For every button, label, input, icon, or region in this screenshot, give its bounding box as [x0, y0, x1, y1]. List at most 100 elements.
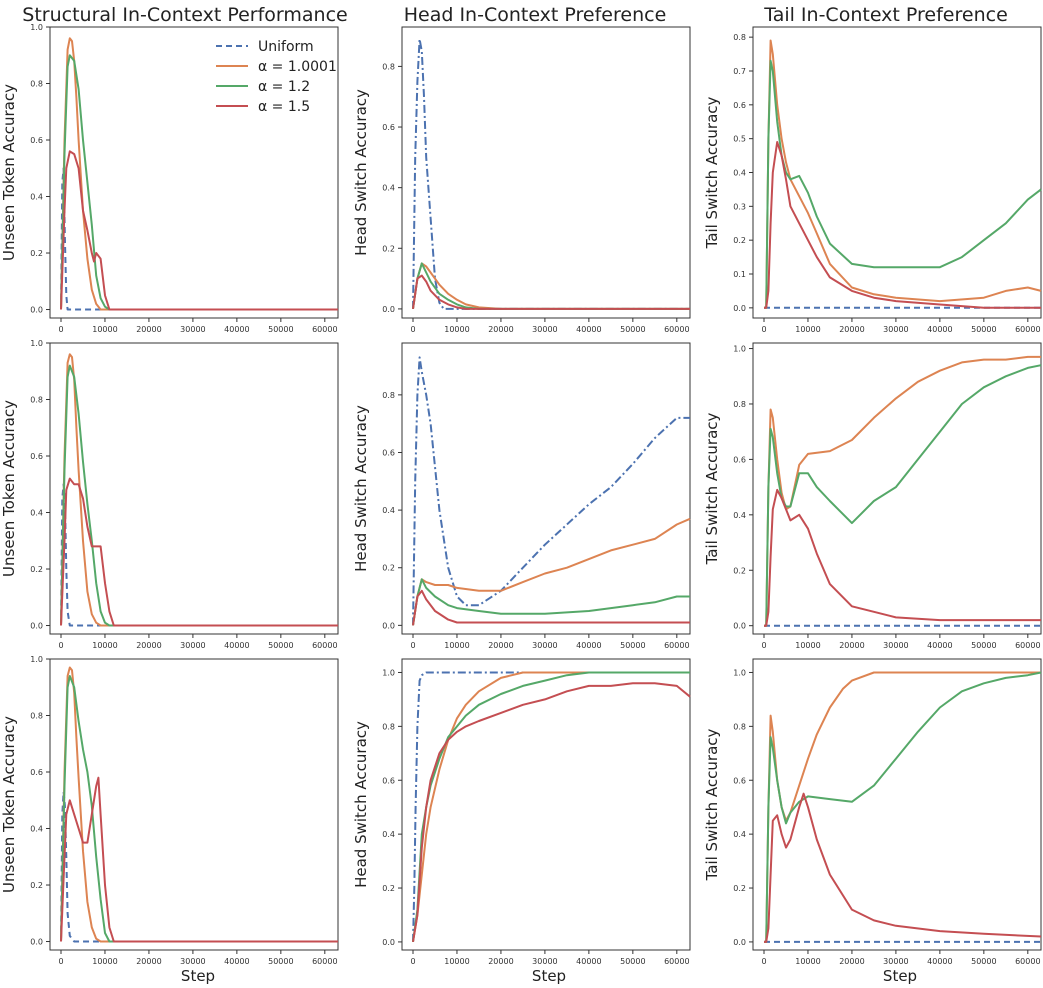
x-tick-label: 20000 [839, 957, 864, 966]
series-line-uniform [412, 38, 690, 310]
y-tick-label: 0.0 [30, 622, 43, 631]
column-title-structural: Structural In-Context Performance [22, 4, 347, 26]
series-line-1-5 [412, 682, 691, 943]
y-tick-label: 0.7 [733, 67, 746, 76]
series-line-1-5 [60, 776, 338, 943]
series-line-1-5 [60, 477, 338, 627]
y-tick-label: 0.0 [382, 621, 395, 630]
x-tick-label: 60000 [1015, 641, 1040, 650]
series-line-uniform [60, 167, 338, 311]
series-line-1-0001 [60, 353, 338, 627]
y-tick-label: 0.4 [382, 184, 395, 193]
series-line-uniform [412, 671, 690, 942]
x-tick-label: 40000 [927, 325, 952, 334]
y-tick-label: 0.6 [30, 136, 43, 145]
x-tick-label: 20000 [136, 325, 161, 334]
x-tick-label: 40000 [224, 957, 249, 966]
y-tick-label: 0.4 [733, 511, 746, 520]
series-line-1-2 [764, 59, 1042, 309]
series-line-1-2 [60, 364, 338, 627]
x-tick-label: 30000 [883, 641, 908, 650]
x-tick-label: 0 [761, 325, 766, 334]
subplot-r2-c2: 0.0 0.2 0.4 0.6 0.8 1.0 0 10000 20000 30000 40000 5… [703, 658, 1042, 966]
x-axis-label-left: Step [181, 967, 215, 985]
y-tick-label: 0.8 [30, 80, 43, 89]
y-tick-label: 0.0 [733, 622, 746, 631]
y-tick-label: 0.8 [30, 712, 43, 721]
x-tick-label: 60000 [312, 325, 337, 334]
legend-label-alpha-1-5: α = 1.5 [258, 99, 310, 115]
y-tick-label: 1.0 [733, 668, 746, 677]
x-tick-label: 50000 [620, 325, 645, 334]
x-tick-label: 40000 [224, 641, 249, 650]
y-tick-label: 0.8 [382, 391, 395, 400]
x-tick-label: 10000 [92, 641, 117, 650]
x-tick-label: 50000 [268, 957, 293, 966]
y-tick-label: 0.2 [382, 884, 395, 893]
series-line-uniform [60, 790, 338, 943]
series-line-1-0001 [764, 39, 1042, 309]
series-line-1-5 [764, 141, 1041, 309]
y-axis-label: Unseen Token Accuracy [0, 400, 18, 577]
series-line-1-2 [412, 671, 690, 943]
x-tick-label: 20000 [136, 957, 161, 966]
x-tick-label: 50000 [971, 957, 996, 966]
axes-frame [752, 658, 1042, 951]
y-axis-label: Unseen Token Accuracy [0, 716, 18, 893]
series-line-1-5 [764, 488, 1041, 627]
x-tick-label: 50000 [971, 641, 996, 650]
x-tick-label: 30000 [180, 325, 205, 334]
x-tick-label: 60000 [664, 641, 689, 650]
x-tick-label: 10000 [795, 641, 820, 650]
y-tick-label: 0.0 [382, 938, 395, 947]
x-tick-label: 0 [58, 325, 63, 334]
y-tick-label: 0.1 [733, 270, 746, 279]
legend-label-alpha-1-2: α = 1.2 [258, 79, 310, 95]
x-tick-label: 0 [58, 641, 63, 650]
subplot-r2-c0: 0.0 0.2 0.4 0.6 0.8 1.0 0 10000 20000 30000 40000 5… [0, 655, 339, 966]
y-axis-label: Tail Switch Accuracy [703, 412, 721, 565]
x-tick-label: 0 [410, 957, 415, 966]
y-tick-label: 0.4 [382, 830, 395, 839]
y-tick-label: 0.4 [30, 193, 43, 202]
legend-label-alpha-1-0001: α = 1.0001 [258, 59, 337, 75]
y-tick-label: 0.8 [30, 396, 43, 405]
subplot-r1-c1: 0.0 0.2 0.4 0.6 0.8 0 10000 20000 30000 40000 5000… [352, 342, 691, 650]
x-tick-label: 60000 [664, 957, 689, 966]
y-tick-label: 0.6 [382, 448, 395, 457]
subplot-grid: 0.0 0.2 0.4 0.6 0.8 1.0 0 10000 20000 30000 40000 5… [0, 23, 1042, 966]
y-tick-label: 1.0 [382, 668, 395, 677]
series-line-1-2 [764, 671, 1042, 943]
series-line-1-5 [412, 589, 690, 626]
x-tick-label: 10000 [444, 957, 469, 966]
y-tick-label: 0.0 [733, 938, 746, 947]
x-tick-label: 30000 [180, 957, 205, 966]
y-tick-label: 1.0 [30, 655, 43, 664]
axes-frame [752, 26, 1042, 319]
x-tick-label: 40000 [576, 957, 601, 966]
y-axis-label: Unseen Token Accuracy [0, 84, 18, 261]
x-tick-label: 20000 [136, 641, 161, 650]
x-tick-label: 60000 [664, 325, 689, 334]
y-tick-label: 0.6 [733, 101, 746, 110]
subplot-r2-c1: 0.0 0.2 0.4 0.6 0.8 1.0 0 10000 20000 30000 40000 5… [352, 658, 691, 966]
x-tick-label: 40000 [927, 641, 952, 650]
y-tick-label: 0.2 [30, 249, 43, 258]
x-tick-label: 0 [58, 957, 63, 966]
subplot-r0-c0: 0.0 0.2 0.4 0.6 0.8 1.0 0 10000 20000 30000 40000 5… [0, 23, 339, 334]
x-tick-label: 0 [410, 641, 415, 650]
series-line-1-5 [764, 792, 1042, 943]
y-tick-label: 0.8 [733, 400, 746, 409]
x-axis-label-middle: Step [532, 967, 566, 985]
series-line-1-2 [60, 675, 338, 943]
y-tick-label: 0.3 [733, 202, 746, 211]
y-axis-label: Head Switch Accuracy [352, 405, 370, 572]
x-tick-label: 30000 [180, 641, 205, 650]
legend: Uniform α = 1.0001 α = 1.2 α = 1.5 [216, 39, 337, 115]
series-line-uniform [412, 356, 690, 626]
y-tick-label: 0.4 [30, 825, 43, 834]
series-line-1-2 [60, 54, 338, 311]
subplot-r0-c1: 0.0 0.2 0.4 0.6 0.8 0 10000 20000 30000 40000 5000… [352, 26, 691, 334]
x-tick-label: 10000 [92, 325, 117, 334]
y-axis-label: Tail Switch Accuracy [703, 96, 721, 249]
